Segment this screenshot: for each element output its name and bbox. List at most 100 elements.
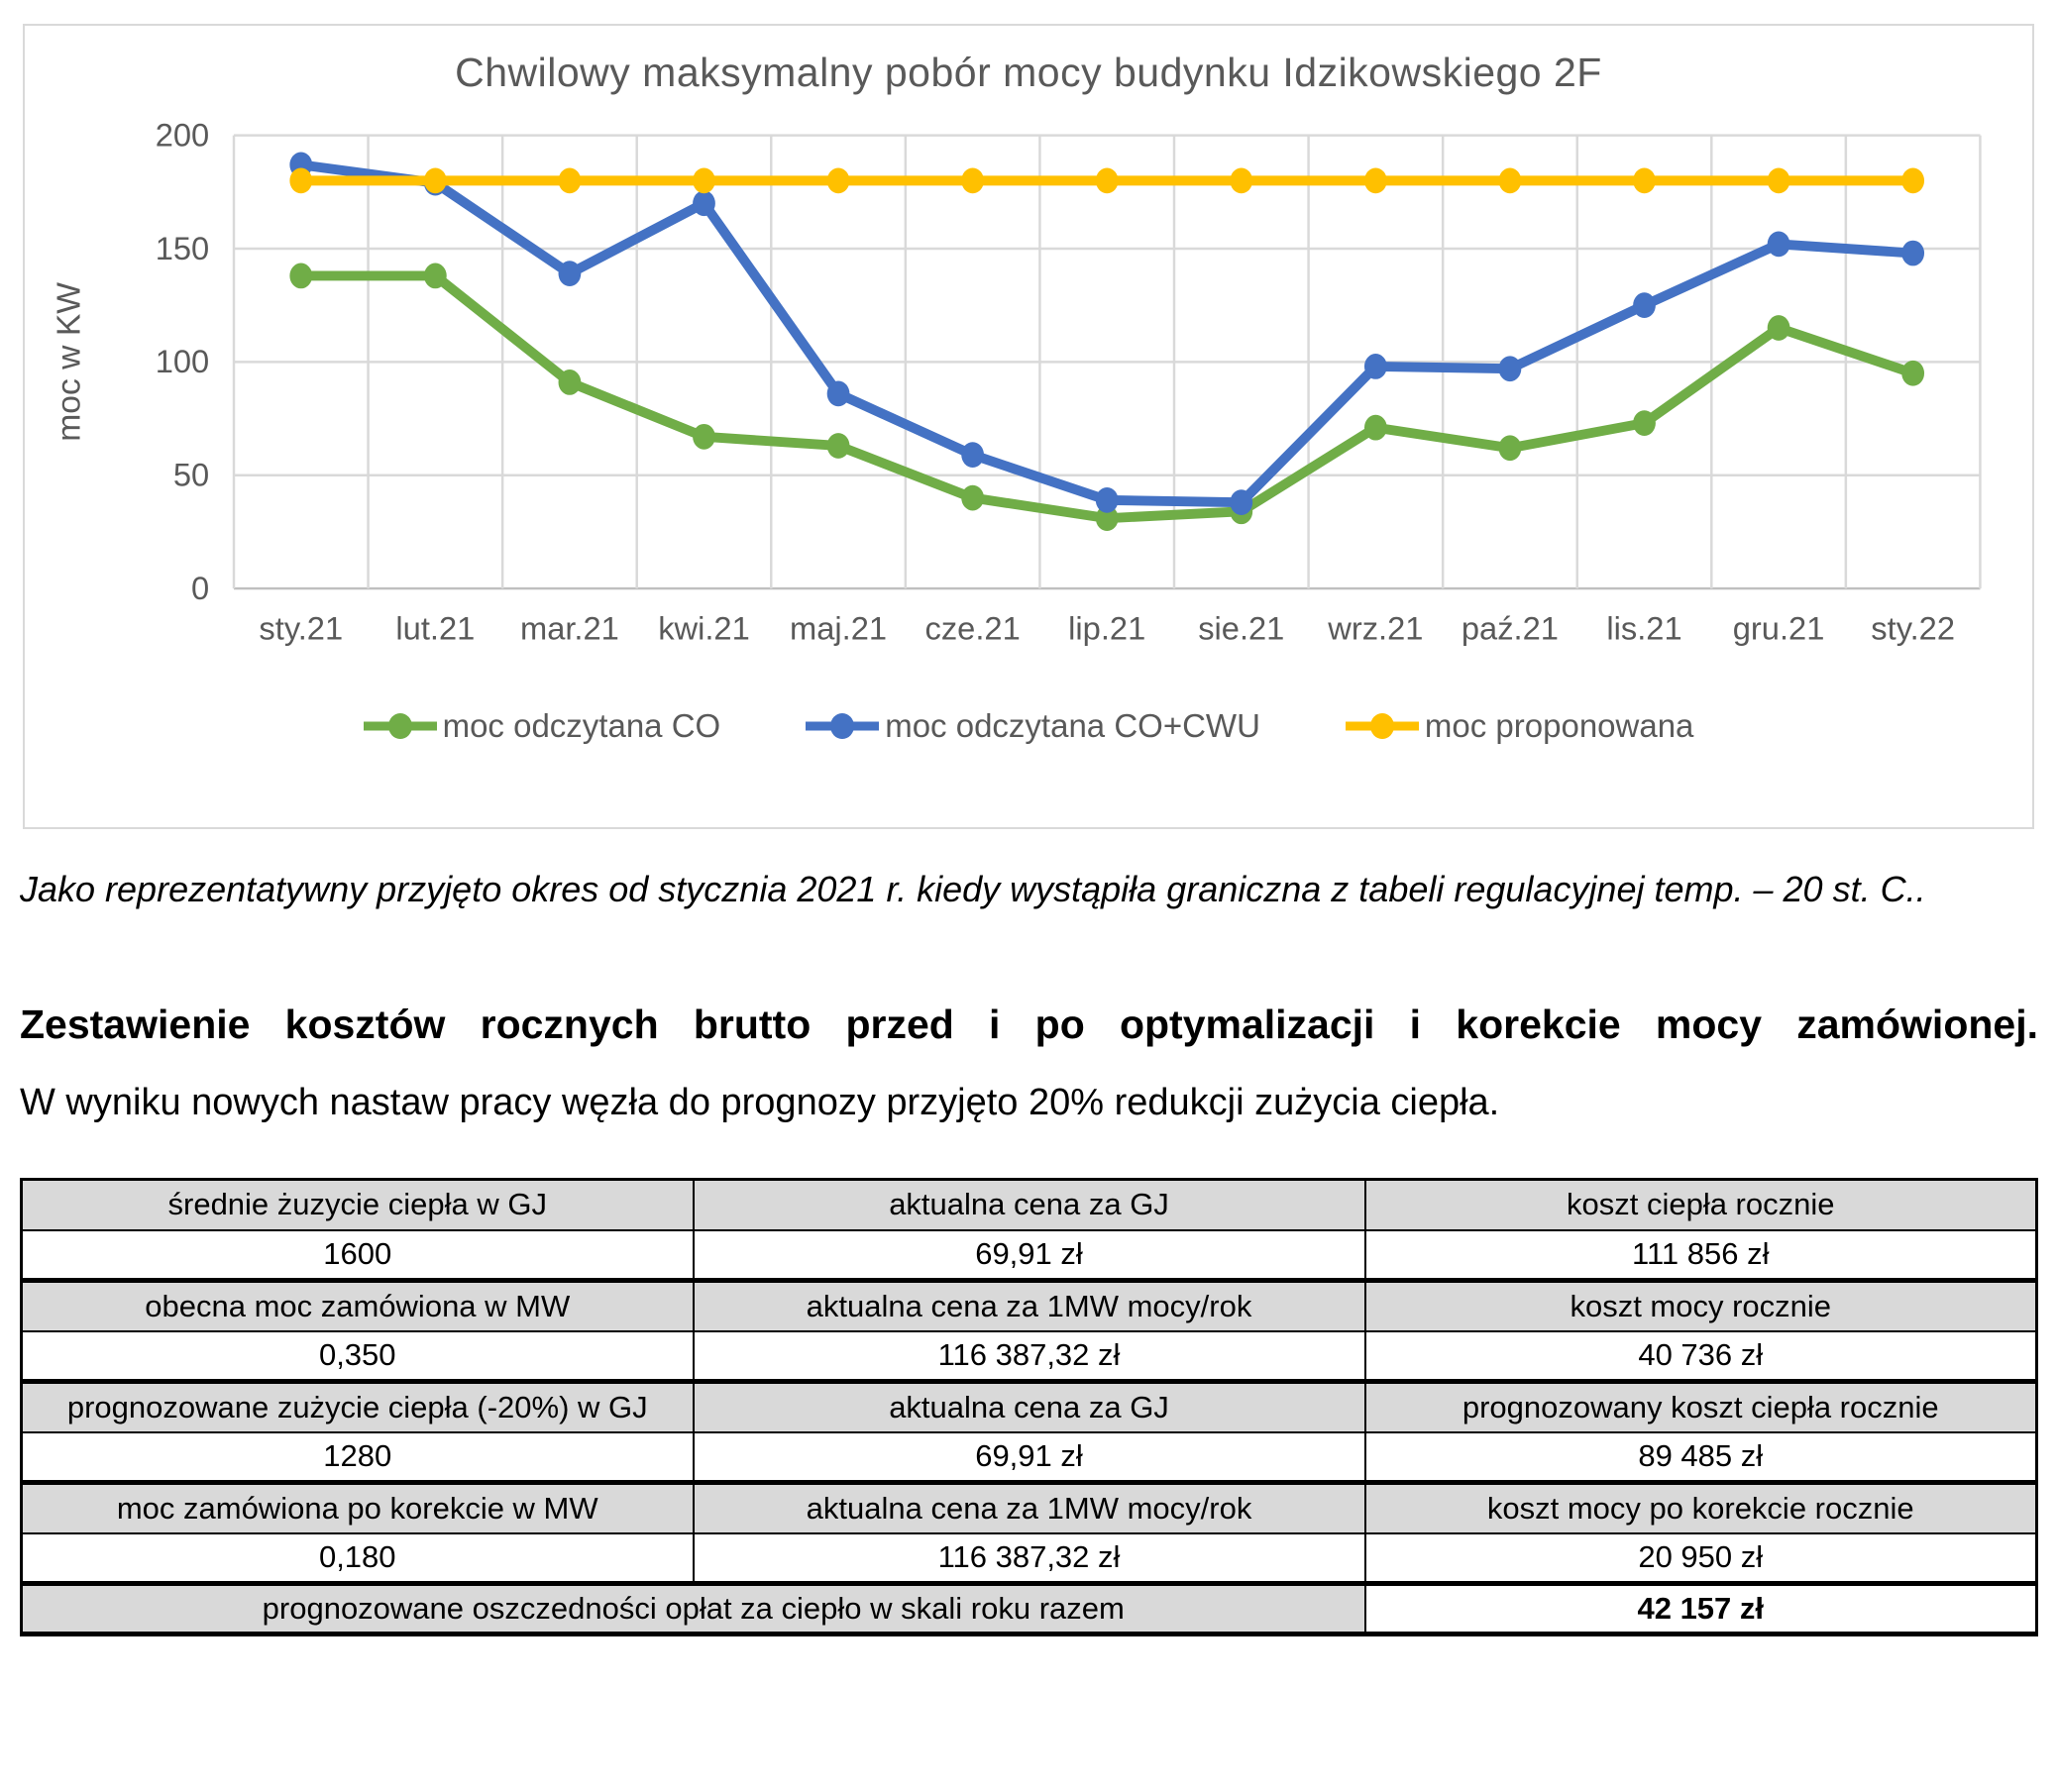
data-point bbox=[1633, 167, 1656, 194]
table-value-cell: 116 387,32 zł bbox=[692, 1531, 1366, 1585]
y-axis-title: moc w KW bbox=[52, 282, 88, 442]
table-value-cell: 89 485 zł bbox=[1363, 1430, 2038, 1484]
cost-table-body: średnie żuzycie ciepła w GJ aktualna cena… bbox=[20, 1178, 2038, 1636]
data-point bbox=[961, 484, 985, 511]
x-tick-label: gru.21 bbox=[1733, 610, 1825, 647]
table-header-cell: prognozowany koszt ciepła rocznie bbox=[1363, 1379, 2038, 1433]
x-tick-label: cze.21 bbox=[925, 610, 1021, 647]
data-point bbox=[1230, 489, 1253, 516]
data-point bbox=[961, 167, 985, 194]
table-header-cell: aktualna cena za GJ bbox=[692, 1379, 1366, 1433]
chart-title: Chwilowy maksymalny pobór mocy budynku I… bbox=[455, 50, 1602, 95]
x-tick-label: sty.21 bbox=[259, 610, 343, 647]
data-point bbox=[558, 369, 582, 395]
legend-label: moc odczytana CO+CWU bbox=[885, 706, 1260, 744]
table-value-cell: 20 950 zł bbox=[1363, 1531, 2038, 1585]
legend-marker-icon bbox=[363, 712, 437, 739]
legend-marker-icon bbox=[806, 712, 880, 739]
section-heading: Zestawienie kosztów rocznych brutto prze… bbox=[20, 1001, 2038, 1047]
data-point bbox=[1498, 356, 1522, 382]
table-row: 0,350 116 387,32 zł 40 736 zł bbox=[20, 1329, 2038, 1383]
table-header-cell: średnie żuzycie ciepła w GJ bbox=[20, 1178, 695, 1231]
x-tick-label: wrz.21 bbox=[1327, 610, 1423, 647]
table-row: obecna moc zamówiona w MW aktualna cena z… bbox=[20, 1278, 2038, 1332]
table-header-cell: aktualna cena za GJ bbox=[692, 1178, 1366, 1231]
data-point bbox=[1901, 360, 1925, 386]
table-value-cell: 116 387,32 zł bbox=[692, 1329, 1366, 1383]
intro-paragraph: W wyniku nowych nastaw pracy węzła do pr… bbox=[20, 1082, 1500, 1123]
y-tick-label: 200 bbox=[156, 117, 210, 154]
table-row: 0,180 116 387,32 zł 20 950 zł bbox=[20, 1531, 2038, 1585]
data-point bbox=[558, 261, 582, 287]
data-point bbox=[423, 167, 447, 194]
table-header-cell: obecna moc zamówiona w MW bbox=[20, 1278, 695, 1332]
data-point bbox=[961, 442, 985, 468]
power-chart: Chwilowy maksymalny pobór mocy budynku I… bbox=[23, 24, 2034, 829]
data-point bbox=[1633, 292, 1656, 319]
table-header-cell: koszt mocy po korekcie rocznie bbox=[1363, 1480, 2038, 1534]
table-row: prognozowane zużycie ciepła (-20%) w GJ a… bbox=[20, 1379, 2038, 1433]
table-value-cell: 69,91 zł bbox=[692, 1228, 1366, 1282]
table-row: moc zamówiona po korekcie w MW aktualna c… bbox=[20, 1480, 2038, 1534]
y-tick-label: 0 bbox=[191, 570, 209, 606]
table-value-cell: 111 856 zł bbox=[1363, 1228, 2038, 1282]
table-header-cell: moc zamówiona po korekcie w MW bbox=[20, 1480, 695, 1534]
data-point bbox=[289, 263, 313, 289]
table-value-cell: 40 736 zł bbox=[1363, 1329, 2038, 1383]
x-tick-label: lis.21 bbox=[1606, 610, 1681, 647]
data-point bbox=[1095, 505, 1119, 532]
data-point bbox=[558, 167, 582, 194]
legend-item: moc proponowana bbox=[1345, 706, 1694, 745]
chart-legend: moc odczytana CO moc odczytana CO+CWU moc … bbox=[33, 707, 2024, 745]
table-value-cell: 1600 bbox=[20, 1228, 695, 1282]
table-header-cell: prognozowane oszczedności opłat za ciepł… bbox=[20, 1581, 1366, 1636]
x-tick-label: sty.22 bbox=[1871, 610, 1955, 647]
cost-table: średnie żuzycie ciepła w GJ aktualna cena… bbox=[20, 1178, 2038, 1636]
data-point bbox=[693, 190, 715, 217]
chart-caption: Jako reprezentatywny przyjęto okres od s… bbox=[20, 869, 1926, 909]
table-value-cell: 1280 bbox=[20, 1430, 695, 1484]
table-header-cell: koszt mocy rocznie bbox=[1363, 1278, 2038, 1332]
x-tick-label: sie.21 bbox=[1198, 610, 1284, 647]
data-point bbox=[826, 167, 850, 194]
legend-label: moc odczytana CO bbox=[442, 706, 721, 744]
legend-item: moc odczytana CO+CWU bbox=[806, 707, 1260, 745]
series-line-1 bbox=[300, 159, 1913, 508]
table-value-cell: 0,350 bbox=[20, 1329, 695, 1383]
x-tick-label: lip.21 bbox=[1068, 610, 1145, 647]
legend-marker-icon bbox=[1345, 712, 1419, 739]
x-tick-label: maj.21 bbox=[790, 610, 887, 647]
data-point bbox=[1767, 315, 1790, 341]
table-row: prognozowane oszczedności opłat za ciepł… bbox=[20, 1581, 2038, 1636]
data-point bbox=[1363, 354, 1387, 379]
table-value-cell: 0,180 bbox=[20, 1531, 695, 1585]
table-row: średnie żuzycie ciepła w GJ aktualna cena… bbox=[20, 1178, 2038, 1231]
x-tick-label: lut.21 bbox=[395, 610, 475, 647]
y-tick-label: 50 bbox=[173, 457, 209, 493]
table-row: 1280 69,91 zł 89 485 zł bbox=[20, 1430, 2038, 1484]
x-tick-label: kwi.21 bbox=[658, 610, 750, 647]
x-tick-label: mar.21 bbox=[520, 610, 619, 647]
data-point bbox=[1767, 167, 1790, 194]
data-point bbox=[1498, 435, 1522, 462]
data-point bbox=[693, 167, 715, 194]
y-tick-label: 150 bbox=[156, 230, 210, 266]
data-point bbox=[1363, 414, 1387, 441]
data-point bbox=[423, 263, 447, 289]
data-point bbox=[1767, 231, 1790, 258]
legend-item: moc odczytana CO bbox=[363, 706, 721, 745]
series-line-0 bbox=[300, 270, 1915, 524]
document-page: Chwilowy maksymalny pobór mocy budynku I… bbox=[0, 24, 2058, 1792]
table-value-cell: 42 157 zł bbox=[1363, 1581, 2038, 1636]
data-point bbox=[1363, 167, 1387, 194]
legend-label: moc proponowana bbox=[1424, 706, 1694, 744]
data-point bbox=[826, 433, 850, 459]
data-point bbox=[1498, 167, 1522, 194]
line-chart-svg: 0 50 100 150 200 sty.21 lut.21 mar.21 kwi.21 maj.… bbox=[52, 117, 1982, 647]
table-value-cell: 69,91 zł bbox=[692, 1430, 1366, 1484]
data-point bbox=[289, 167, 313, 194]
table-header-cell: aktualna cena za 1MW mocy/rok bbox=[692, 1278, 1366, 1332]
chart-plot-area: 0 50 100 150 200 sty.21 lut.21 mar.21 kwi.21 maj.… bbox=[33, 98, 2024, 701]
data-point bbox=[1901, 240, 1925, 266]
x-tick-label: paź.21 bbox=[1462, 610, 1559, 647]
